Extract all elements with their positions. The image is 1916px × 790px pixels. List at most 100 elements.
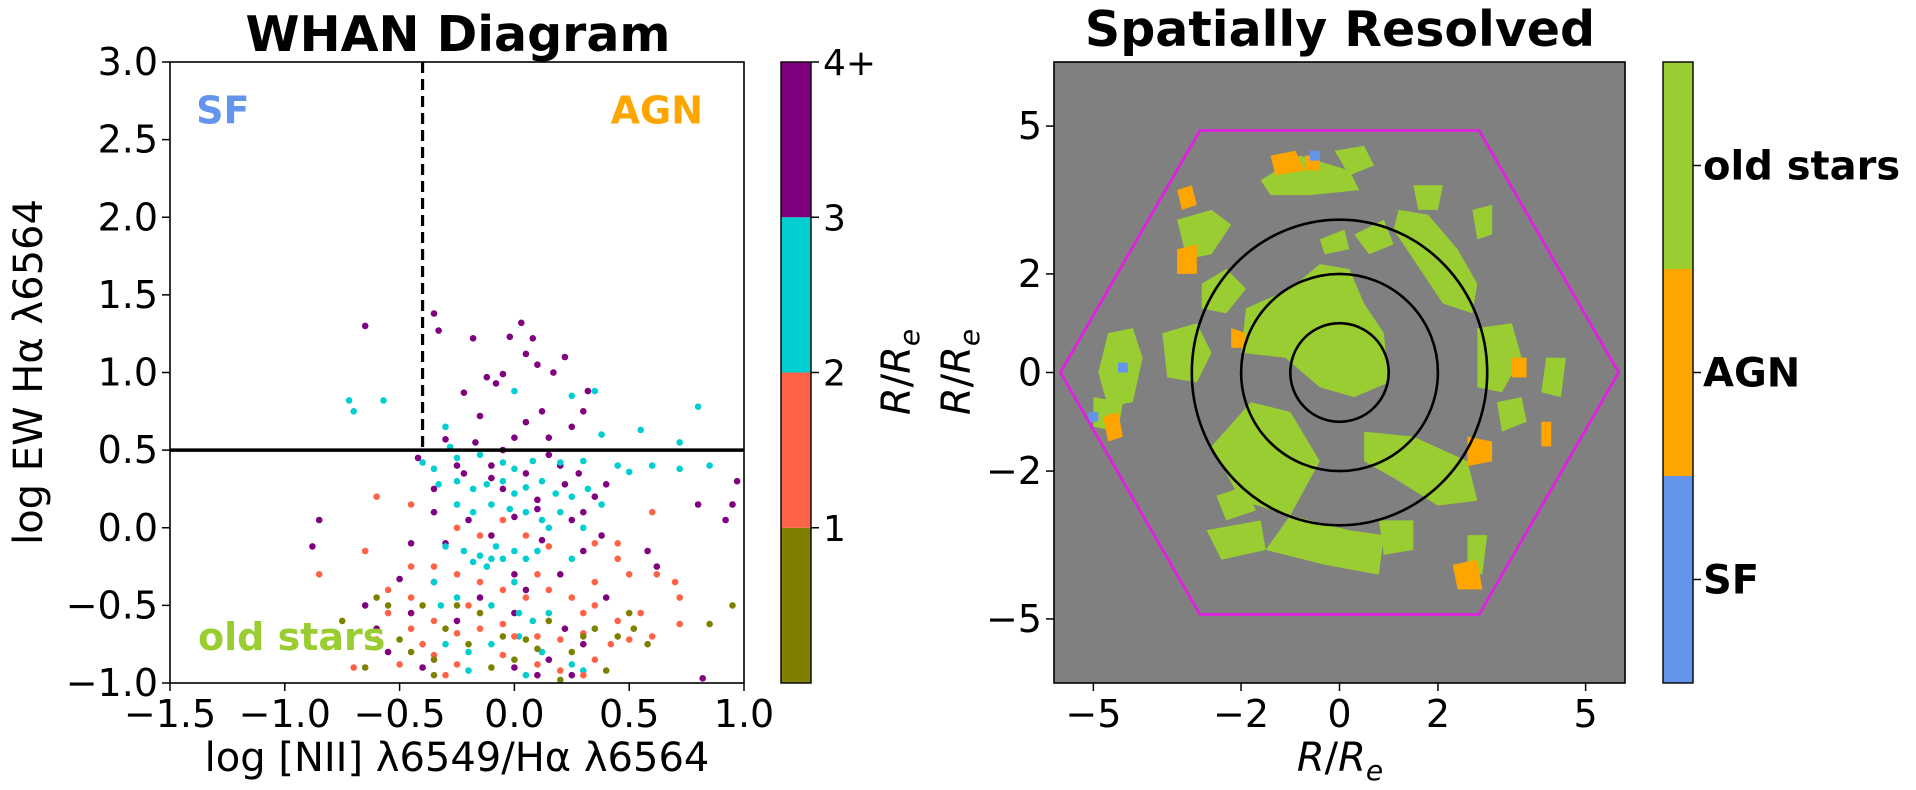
scatter-point — [442, 640, 449, 648]
scatter-point — [442, 543, 449, 550]
scatter-point — [557, 459, 564, 466]
scatter-point — [419, 640, 426, 648]
whan-region-labels: SF AGN old stars — [196, 89, 703, 659]
scatter-point — [476, 412, 484, 420]
scatter-point — [476, 451, 484, 459]
map-patch — [1393, 209, 1478, 314]
scatter-point — [591, 656, 599, 663]
y-tick-label: 5 — [1018, 104, 1042, 148]
map-patch — [1354, 219, 1394, 255]
map-patch — [1270, 150, 1305, 176]
scatter-point — [430, 485, 438, 493]
colorbar-tick-label: 2 — [823, 354, 846, 395]
scatter-point — [407, 609, 415, 617]
scatter-point — [694, 403, 702, 411]
scatter-point — [476, 625, 484, 632]
scatter-point — [534, 496, 541, 504]
scatter-point — [580, 408, 587, 415]
scatter-point — [644, 640, 651, 648]
radius-ellipse — [1289, 321, 1391, 424]
scatter-point — [465, 640, 472, 648]
y-tick-label: −0.5 — [66, 583, 158, 627]
colorbar-category-label: SF — [1703, 558, 1759, 604]
scatter-point — [522, 594, 530, 601]
whan-points — [309, 310, 741, 683]
scatter-point — [568, 555, 576, 563]
scatter-point — [511, 465, 518, 473]
scatter-point — [506, 333, 514, 341]
scatter-point — [499, 516, 507, 524]
map-patch — [1177, 244, 1197, 274]
scatter-point — [561, 353, 569, 361]
scatter-point — [384, 586, 392, 594]
scatter-point — [511, 434, 518, 442]
scatter-point — [529, 617, 537, 625]
scatter-point — [488, 640, 495, 648]
scatter-point — [545, 451, 553, 459]
scatter-point — [545, 586, 553, 594]
y-tick-label: 2.5 — [98, 118, 158, 162]
scatter-point — [580, 671, 587, 679]
y-tick-label: 0.0 — [98, 506, 158, 550]
scatter-point — [545, 617, 553, 625]
scatter-point — [511, 656, 518, 663]
x-tick-label: −1.5 — [124, 692, 216, 736]
whan-colorbar: 1 2 3 4+ R/Re — [780, 43, 926, 684]
scatter-point — [545, 609, 553, 617]
scatter-point — [648, 462, 656, 469]
scatter-point — [488, 555, 495, 563]
scatter-point — [568, 671, 576, 679]
scatter-point — [419, 664, 426, 671]
scatter-point — [430, 651, 438, 659]
scatter-point — [534, 571, 541, 578]
scatter-point — [384, 609, 392, 617]
x-tick-label: 0.5 — [599, 692, 659, 736]
scatter-point — [522, 586, 530, 594]
scatter-point — [522, 484, 530, 491]
map-patch — [1177, 185, 1197, 210]
scatter-point — [453, 630, 461, 637]
scatter-point — [380, 397, 387, 404]
x-tick-label: −2 — [1213, 692, 1269, 736]
region-label: SF — [196, 89, 249, 133]
scatter-point — [361, 322, 369, 330]
map-patch — [1452, 559, 1483, 590]
scatter-point — [575, 470, 582, 477]
colorbar-tick-label: 3 — [823, 198, 846, 239]
scatter-point — [580, 640, 587, 648]
scatter-point — [453, 661, 461, 668]
scatter-point — [373, 625, 380, 632]
scatter-point — [568, 594, 576, 601]
scatter-point — [511, 547, 518, 555]
scatter-point — [430, 671, 438, 679]
scatter-point — [568, 648, 576, 656]
scatter-point — [430, 656, 438, 663]
scatter-point — [729, 501, 736, 508]
scatter-point — [373, 493, 380, 501]
scatter-point — [538, 408, 546, 415]
scatter-point — [529, 335, 537, 342]
map-patch — [1103, 411, 1123, 442]
scatter-point — [476, 578, 484, 586]
scatter-point — [483, 563, 491, 570]
whan-title: WHAN Diagram — [246, 6, 671, 63]
scatter-point — [469, 558, 477, 566]
scatter-point — [499, 586, 507, 594]
whan-y-ticks: −1.0 −0.5 0.0 0.5 1.0 1.5 2.0 2.5 3.0 — [66, 40, 170, 705]
scatter-point — [442, 671, 449, 679]
whan-y-label: log EW Hα λ6564 — [6, 199, 52, 545]
scatter-point — [534, 661, 541, 668]
scatter-point — [488, 532, 495, 539]
scatter-point — [694, 501, 702, 508]
scatter-point — [614, 617, 621, 625]
scatter-point — [591, 625, 599, 632]
scatter-point — [598, 532, 605, 539]
scatter-point — [557, 636, 564, 643]
scatter-point — [557, 667, 564, 674]
scatter-point — [545, 656, 553, 663]
scatter-point — [407, 625, 415, 632]
map-patch — [1467, 436, 1493, 467]
scatter-point — [653, 563, 661, 570]
